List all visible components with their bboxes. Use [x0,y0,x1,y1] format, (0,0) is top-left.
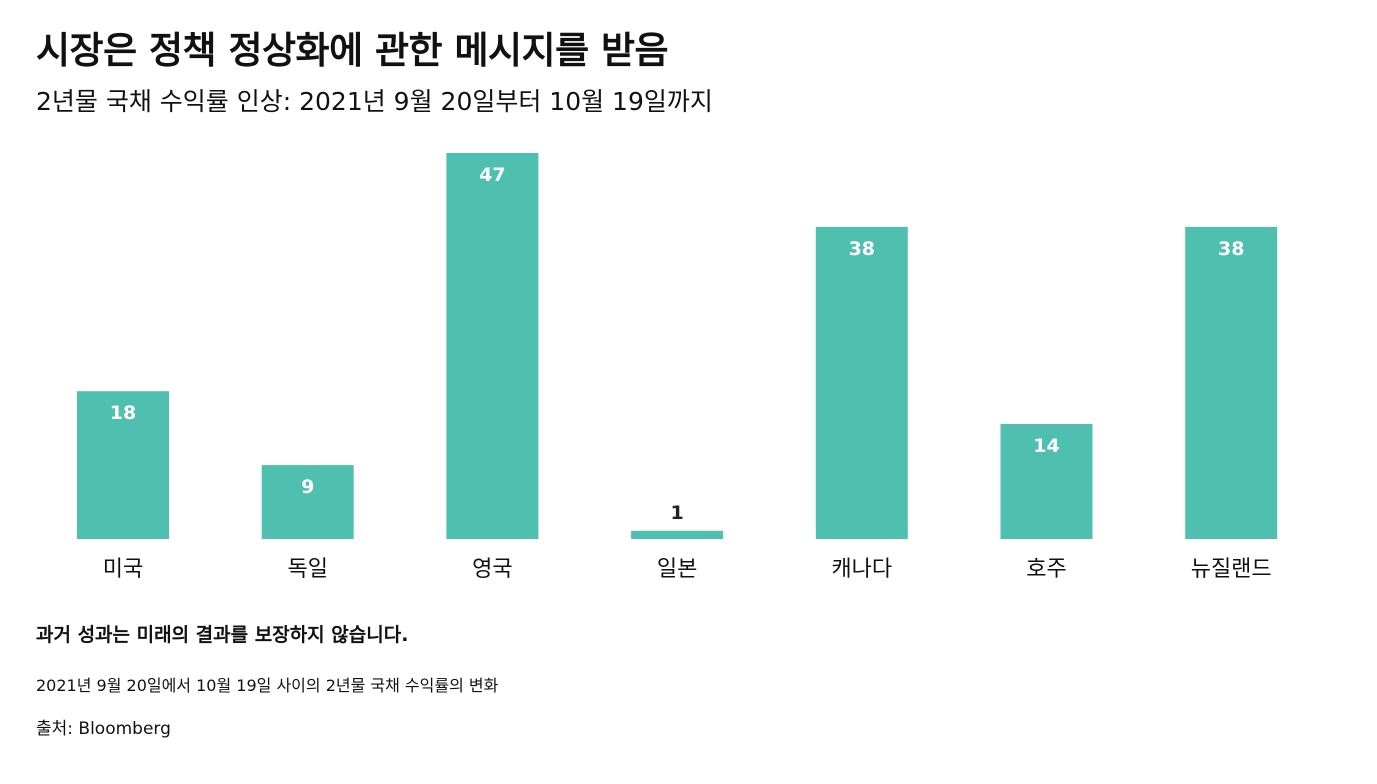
category-label-0: 미국 [103,557,143,582]
data-label-5: 14 [1033,435,1059,457]
category-label-6: 뉴질랜드 [1191,557,1272,582]
chart-description: 2021년 9월 20일에서 10월 19일 사이의 2년물 국채 수익률의 변… [36,676,499,695]
category-label-2: 영국 [472,557,512,582]
bar-0 [77,391,169,539]
disclaimer-note: 과거 성과는 미래의 결과를 보장하지 않습니다. [36,624,409,646]
bar-3 [631,530,724,539]
bar-2 [446,153,539,539]
data-label-6: 38 [1218,238,1244,260]
category-label-4: 캐나다 [831,557,892,582]
bar-chart: 18 미국 9 독일 47 영국 1 일본 38 캐나다 14 호주 38 뉴질랜드 [77,153,1278,582]
category-label-1: 독일 [287,557,327,582]
source-note: 출처: Bloomberg [36,719,171,739]
category-label-5: 호주 [1026,557,1066,582]
data-label-2: 47 [479,164,505,186]
category-label-3: 일본 [657,557,697,582]
data-label-3: 1 [670,502,683,524]
bar-5 [1000,424,1093,539]
chart-title: 시장은 정책 정상화에 관한 메시지를 받음 [36,29,669,72]
data-label-4: 38 [849,238,875,260]
data-label-1: 9 [301,476,314,498]
chart-subtitle: 2년물 국채 수익률 인상: 2021년 9월 20일부터 10월 19일까지 [36,87,713,116]
bar-1 [261,465,354,539]
data-label-0: 18 [110,402,136,424]
bar-6 [1185,226,1278,539]
bar-4 [815,226,908,539]
